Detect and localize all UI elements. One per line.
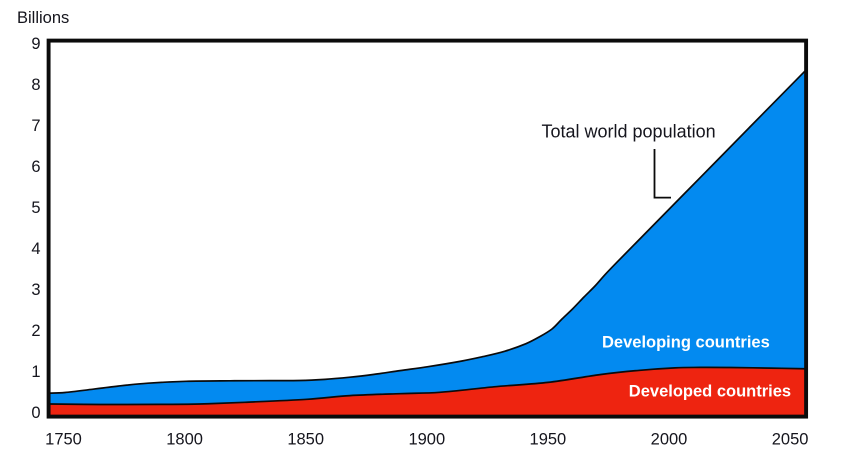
svg-text:2000: 2000 (651, 431, 688, 449)
svg-text:2050: 2050 (772, 431, 809, 449)
svg-text:1800: 1800 (166, 431, 203, 449)
svg-text:1: 1 (31, 363, 40, 381)
svg-text:6: 6 (31, 158, 40, 176)
svg-text:Billions: Billions (17, 9, 69, 27)
svg-text:2: 2 (31, 322, 40, 340)
svg-text:7: 7 (31, 117, 40, 135)
svg-text:4: 4 (31, 240, 40, 258)
svg-text:3: 3 (31, 281, 40, 299)
svg-text:1850: 1850 (287, 431, 324, 449)
svg-text:5: 5 (31, 199, 40, 217)
svg-text:8: 8 (31, 76, 40, 94)
svg-text:9: 9 (31, 35, 40, 53)
svg-text:Total world population: Total world population (542, 121, 716, 141)
svg-text:1900: 1900 (408, 431, 445, 449)
svg-text:Developed countries: Developed countries (629, 383, 791, 401)
svg-text:0: 0 (31, 404, 40, 422)
svg-text:Developing countries: Developing countries (602, 333, 770, 351)
svg-text:1750: 1750 (45, 431, 82, 449)
svg-text:1950: 1950 (530, 431, 567, 449)
